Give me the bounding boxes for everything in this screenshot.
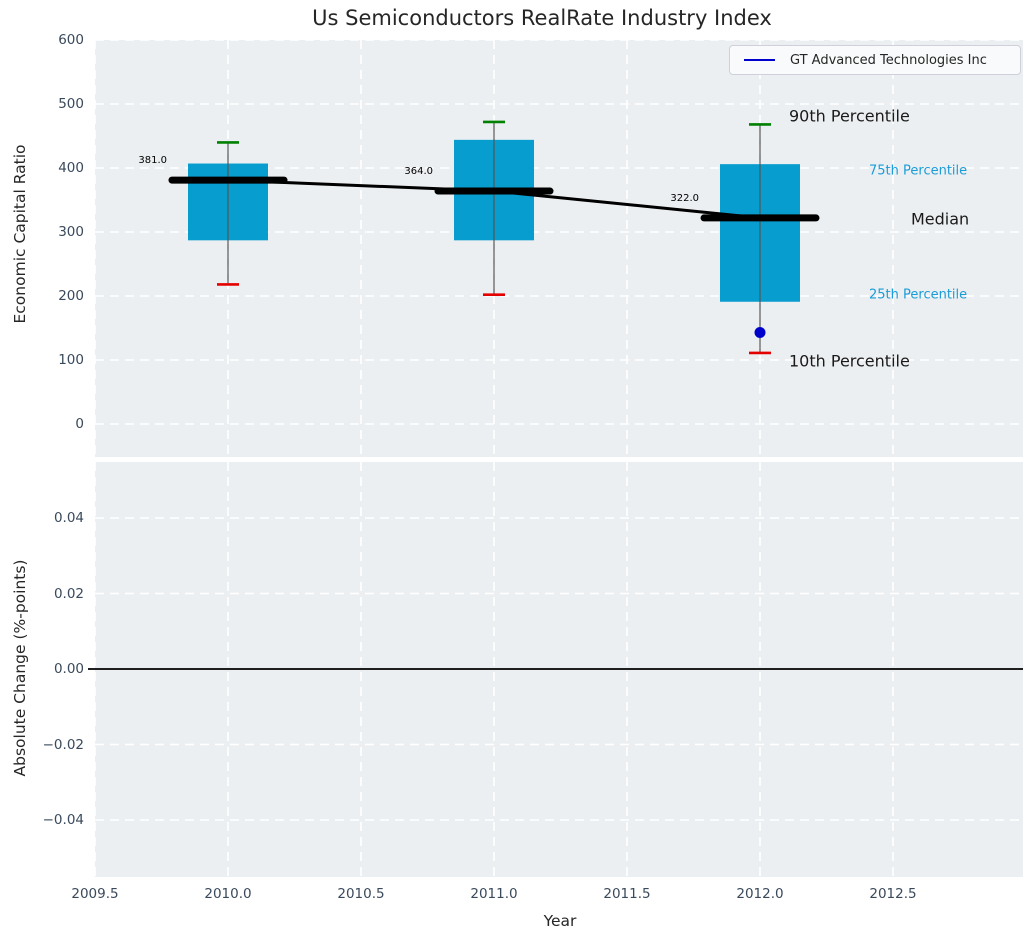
x-axis-label: Year bbox=[543, 912, 577, 930]
legend: GT Advanced Technologies Inc bbox=[729, 45, 1021, 75]
top-axes-panel bbox=[95, 40, 1023, 457]
annotation-90th-percentile: 90th Percentile bbox=[789, 106, 910, 126]
bottom-y-tick-label: 0.04 bbox=[53, 510, 84, 526]
top-y-tick-label: 100 bbox=[58, 352, 84, 368]
bottom-y-tick-label: −0.04 bbox=[42, 812, 84, 828]
x-tick-label: 2012.5 bbox=[869, 886, 917, 902]
x-tick-label: 2011.0 bbox=[470, 886, 518, 902]
x-tick-label: 2010.0 bbox=[204, 886, 252, 902]
top-y-tick-label: 500 bbox=[58, 96, 84, 112]
bottom-y-tick-label: −0.02 bbox=[42, 736, 84, 753]
median-value-label: 364.0 bbox=[404, 166, 433, 178]
x-tick-label: 2012.0 bbox=[736, 886, 784, 902]
annotation-median: Median bbox=[911, 209, 970, 229]
annotation-25th-percentile: 25th Percentile bbox=[869, 287, 968, 303]
top-y-axis-label: Economic Capital Ratio bbox=[11, 144, 29, 324]
median-value-label: 322.0 bbox=[670, 192, 699, 204]
median-value-label: 381.0 bbox=[138, 155, 167, 167]
x-tick-label: 2011.5 bbox=[603, 886, 651, 902]
top-y-tick-label: 600 bbox=[58, 32, 84, 48]
x-tick-label: 2010.5 bbox=[337, 886, 385, 902]
top-y-tick-label: 300 bbox=[58, 224, 84, 240]
top-y-tick-label: 200 bbox=[58, 288, 84, 304]
legend-label: GT Advanced Technologies Inc bbox=[790, 52, 987, 68]
chart-title: Us Semiconductors RealRate Industry Inde… bbox=[312, 6, 772, 30]
bottom-y-tick-label: 0.00 bbox=[53, 661, 84, 677]
annotation-10th-percentile: 10th Percentile bbox=[789, 351, 910, 371]
annotation-75th-percentile: 75th Percentile bbox=[869, 163, 968, 179]
bottom-y-axis-label: Absolute Change (%-points) bbox=[11, 559, 29, 777]
legend-line-sample-icon bbox=[744, 59, 775, 61]
top-y-tick-label: 400 bbox=[58, 160, 84, 176]
bottom-y-tick-label: 0.02 bbox=[53, 585, 84, 602]
x-tick-label: 2009.5 bbox=[71, 886, 119, 902]
company-data-point bbox=[754, 326, 766, 338]
top-y-tick-label: 0 bbox=[75, 416, 84, 432]
